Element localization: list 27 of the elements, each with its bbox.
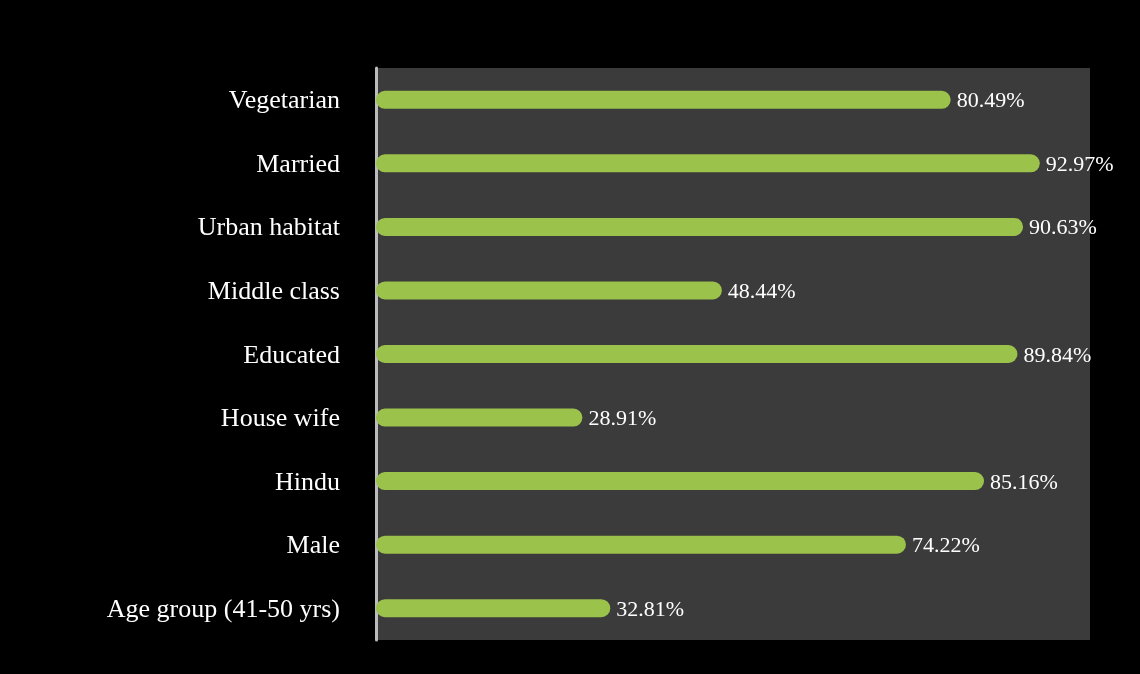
data-label: 32.81% (616, 595, 685, 621)
y-tick-label: Middle class (207, 275, 340, 305)
data-label: 89.84% (1023, 341, 1092, 367)
bar (376, 345, 1018, 363)
y-tick-label: Educated (243, 339, 340, 369)
data-label: 85.16% (990, 468, 1058, 494)
bar (376, 217, 1024, 236)
data-label: 28.91% (588, 405, 657, 431)
data-label: 92.97% (1045, 150, 1114, 176)
data-label: 80.49% (956, 87, 1025, 113)
y-tick-label: Vegetarian (228, 85, 340, 115)
data-label: 90.63% (1029, 214, 1097, 240)
y-tick-label: Male (286, 530, 340, 560)
y-tick-label: Hindu (275, 466, 340, 496)
bar (376, 599, 611, 618)
data-label: 48.44% (727, 277, 796, 303)
y-tick-label: Age group (41-50 yrs) (106, 593, 340, 623)
bar (376, 90, 951, 109)
data-label: 74.22% (911, 532, 980, 558)
y-tick-label: Urban habitat (197, 212, 341, 242)
bar (376, 472, 985, 491)
y-tick-label: Married (256, 148, 340, 178)
bar (376, 154, 1040, 173)
bar (376, 535, 906, 554)
y-tick-label: House wife (220, 403, 340, 433)
bar (376, 408, 583, 427)
bar (376, 281, 722, 300)
